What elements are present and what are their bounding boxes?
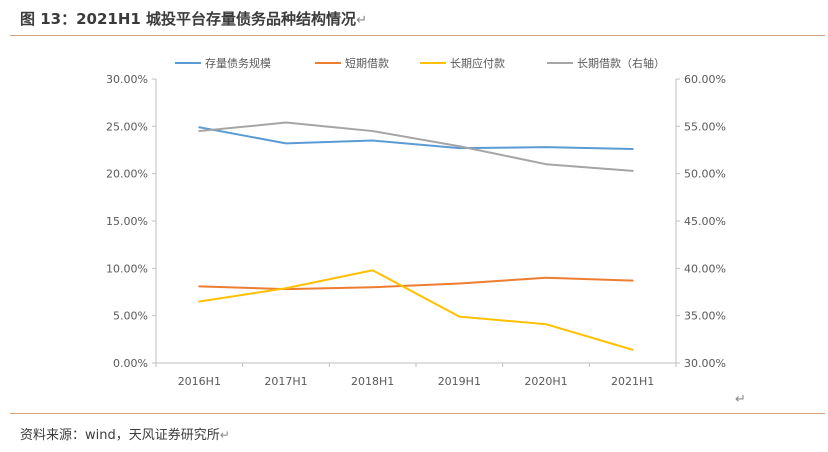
left-tick-label: 20.00%: [106, 168, 148, 181]
chart-series: [198, 121, 634, 351]
x-tick-label: 2017H1: [264, 375, 307, 388]
figure-title-text: 图 13：2021H1 城投平台存量债务品种结构情况: [20, 10, 357, 28]
series-line-4: [198, 121, 634, 172]
left-tick-label: 5.00%: [113, 310, 148, 323]
left-tick-label: 30.00%: [106, 73, 148, 86]
x-tick-label: 2021H1: [611, 375, 654, 388]
legend-label-2: 短期借款: [345, 56, 389, 70]
right-tick-label: 35.00%: [684, 310, 726, 323]
left-tick-label: 25.00%: [106, 120, 148, 133]
x-tick-label: 2019H1: [438, 375, 481, 388]
x-tick-label: 2020H1: [524, 375, 567, 388]
legend-label-4: 长期借款（右轴）: [577, 56, 665, 70]
return-mark: ↵: [356, 13, 367, 28]
series-line-2: [198, 276, 634, 291]
figure-title: 图 13：2021H1 城投平台存量债务品种结构情况↵: [20, 8, 367, 29]
return-mark: ↵: [735, 392, 746, 407]
right-tick-label: 30.00%: [684, 357, 726, 370]
x-tick-label: 2018H1: [351, 375, 394, 388]
left-tick-label: 15.00%: [106, 215, 148, 228]
right-tick-label: 60.00%: [684, 73, 726, 86]
legend-label-3: 长期应付款: [450, 56, 505, 70]
right-tick-label: 55.00%: [684, 120, 726, 133]
title-divider: [10, 35, 825, 36]
source-text: 资料来源：wind，天风证券研究所: [20, 428, 220, 443]
x-tick-label: 2016H1: [178, 375, 221, 388]
source-note: 资料来源：wind，天风证券研究所↵: [20, 424, 230, 443]
right-tick-label: 40.00%: [684, 262, 726, 275]
left-tick-label: 10.00%: [106, 262, 148, 275]
right-tick-label: 50.00%: [684, 168, 726, 181]
series-line-3: [198, 269, 634, 351]
chart-axes: 0.00% 5.00% 10.00% 15.00% 20.00% 25.00% 30.00%…: [106, 73, 726, 388]
return-mark: ↵: [219, 428, 230, 442]
left-tick-label: 0.00%: [113, 357, 148, 370]
legend-label-1: 存量债务规模: [205, 56, 271, 70]
footer-divider: [10, 413, 825, 414]
chart-legend: 存量债务规模 短期借款 长期应付款 长期借款（右轴）: [175, 56, 665, 70]
series-line-1: [198, 126, 634, 151]
right-tick-label: 45.00%: [684, 215, 726, 228]
